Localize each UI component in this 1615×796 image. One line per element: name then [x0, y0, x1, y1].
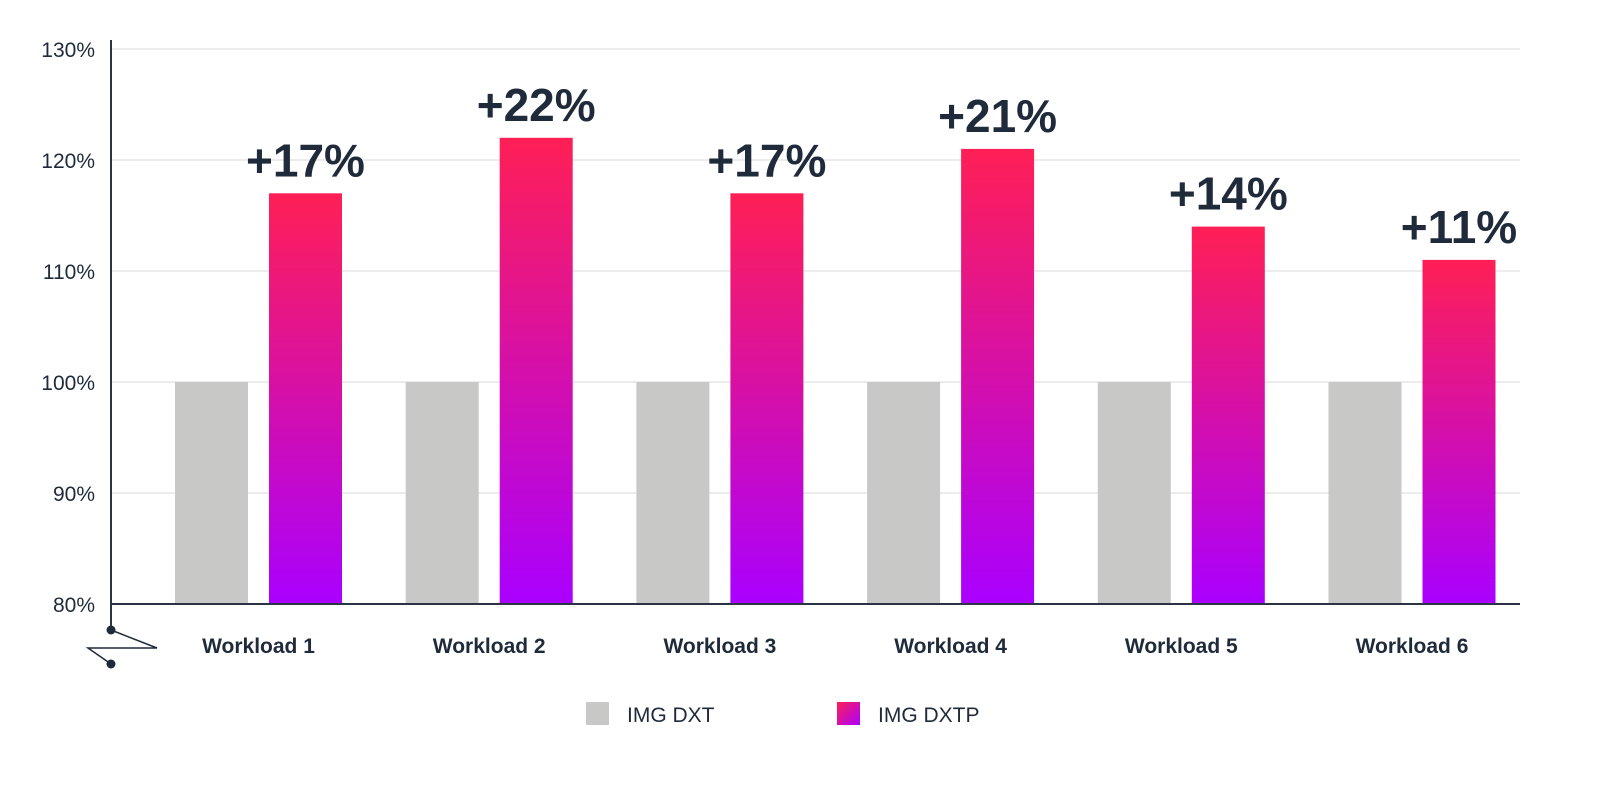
legend-label-img-dxt: IMG DXT: [627, 704, 715, 727]
bar-img-dxt: [405, 382, 479, 603]
x-tick-label: Workload 4: [894, 635, 1007, 658]
legend: IMG DXT IMG DXTP: [586, 702, 980, 727]
x-tick-label: Workload 3: [663, 635, 776, 658]
y-tick-label: 80%: [53, 594, 95, 617]
bar-img-dxt: [175, 382, 248, 603]
y-tick-label: 120%: [41, 150, 95, 173]
data-label: +17%: [707, 134, 826, 186]
bar-img-dxtp: [1422, 259, 1496, 603]
bar-img-dxt: [867, 382, 941, 603]
legend-swatch-img-dxtp: [837, 702, 860, 725]
x-tick-label: Workload 2: [433, 635, 546, 658]
bar-img-dxtp: [269, 193, 342, 604]
bar-img-dxtp: [961, 148, 1035, 603]
bar-img-dxt: [1097, 382, 1171, 603]
bar-img-dxtp: [499, 137, 573, 604]
y-tick-label: 100%: [41, 372, 95, 395]
x-tick-label: Workload 6: [1356, 635, 1469, 658]
legend-swatch-img-dxt: [586, 702, 609, 725]
x-tick-label: Workload 1: [202, 635, 315, 658]
bar-img-dxtp: [1191, 226, 1265, 603]
y-tick-label: 90%: [53, 483, 95, 506]
data-label: +11%: [1401, 201, 1517, 253]
bar-img-dxt: [636, 382, 710, 603]
x-tick-label: Workload 5: [1125, 635, 1238, 658]
legend-label-img-dxtp: IMG DXTP: [878, 704, 980, 727]
data-label: +14%: [1169, 168, 1288, 220]
y-tick-label: 110%: [43, 261, 95, 284]
data-label: +22%: [477, 79, 596, 131]
y-tick-label: 130%: [41, 39, 95, 62]
bar-img-dxt: [1328, 382, 1402, 603]
axis-break-icon: [85, 625, 158, 669]
data-label: +21%: [938, 90, 1057, 142]
data-label: +17%: [246, 134, 365, 186]
bar-img-dxtp: [730, 193, 804, 604]
